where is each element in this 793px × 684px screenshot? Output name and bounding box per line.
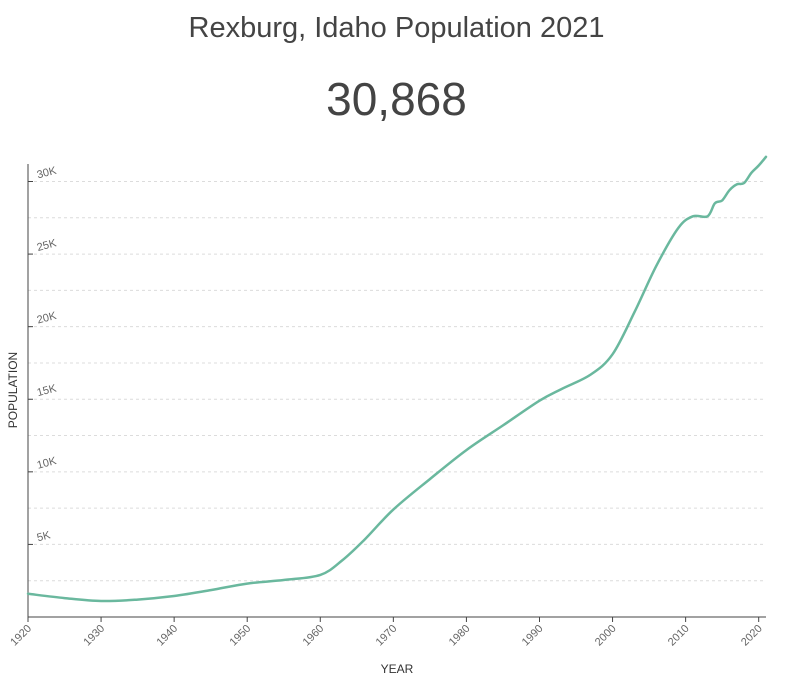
current-population: 30,868 [326,73,467,125]
x-tick-label: 1950 [228,623,254,649]
y-tick-label: 5K [36,529,53,544]
x-tick-label: 1930 [81,623,107,649]
chart-title: Rexburg, Idaho Population 2021 [188,12,605,44]
x-axis-title: YEAR [381,662,414,676]
y-tick-label: 15K [36,382,59,399]
x-tick-label: 1980 [447,623,473,649]
x-tick-label: 1920 [8,623,34,649]
x-tick-label: 2010 [666,623,692,649]
x-tick-label: 1960 [301,623,327,649]
x-tick-label: 2020 [739,623,765,649]
y-tick-label: 20K [36,310,59,327]
y-tick-label: 25K [36,237,59,254]
y-axis-ticks: 5K 10K 15K 20K 25K 30K [28,165,58,545]
x-tick-label: 1990 [520,623,546,649]
x-tick-label: 1940 [154,623,180,649]
x-tick-label: 2000 [593,623,619,649]
x-tick-label: 1970 [374,623,400,649]
grid-lines [28,181,766,582]
population-line [26,155,768,603]
x-axis-ticks: 1920 1930 1940 1950 1960 1970 1980 1990 2000 2010… [8,617,765,649]
y-axis-title: POPULATION [6,352,20,428]
y-tick-label: 10K [36,455,59,472]
y-tick-label: 30K [36,165,59,182]
